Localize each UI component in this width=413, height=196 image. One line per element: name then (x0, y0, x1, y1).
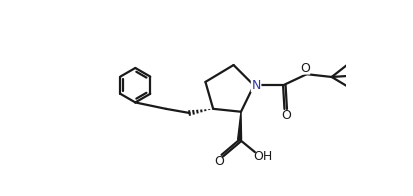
Text: N: N (251, 79, 260, 92)
Text: OH: OH (253, 150, 272, 163)
Text: O: O (300, 62, 309, 74)
Polygon shape (237, 112, 241, 140)
Text: O: O (280, 109, 290, 122)
Text: O: O (213, 155, 223, 168)
